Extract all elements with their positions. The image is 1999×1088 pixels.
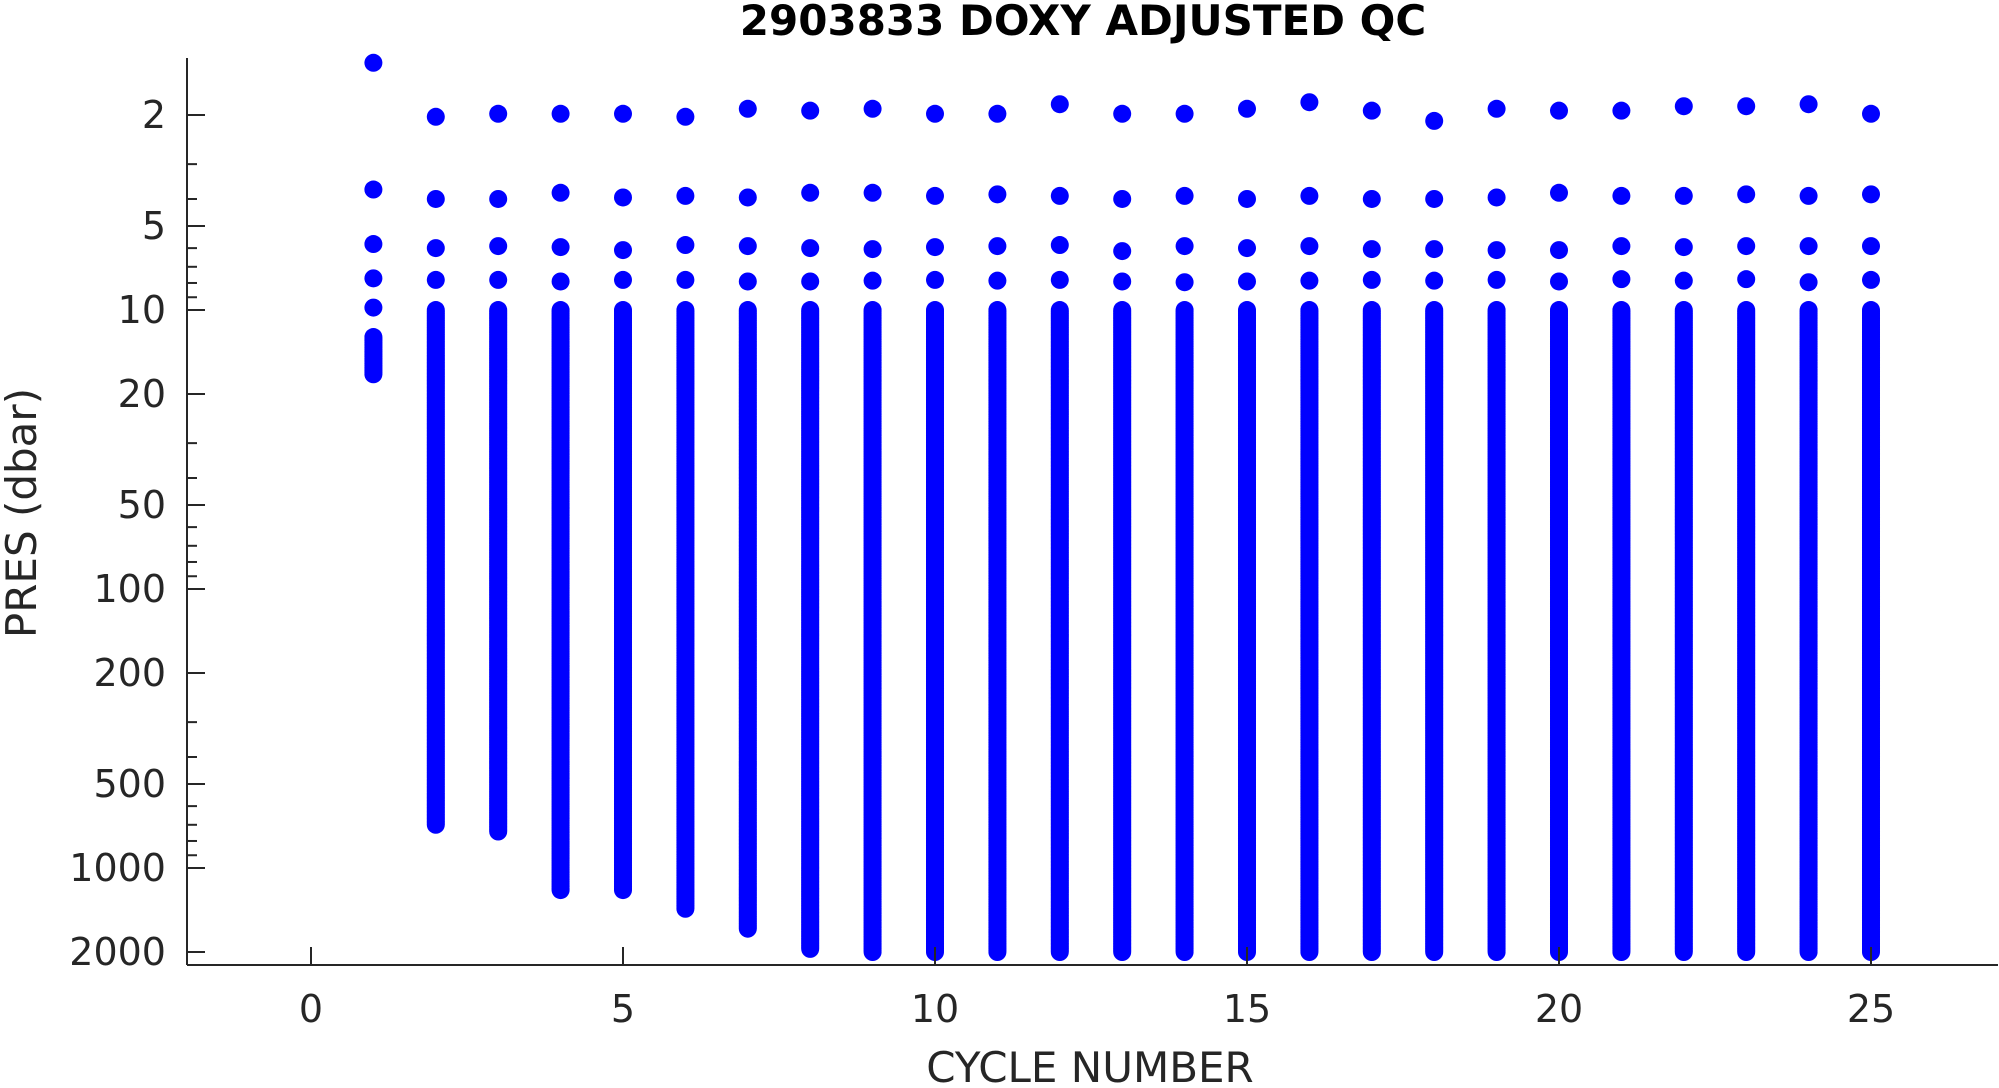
- data-point: [1238, 272, 1256, 291]
- data-point: [551, 272, 570, 291]
- data-point: [551, 183, 570, 202]
- data-point: [926, 238, 944, 257]
- data-point: [551, 238, 570, 257]
- data-point: [364, 53, 383, 72]
- data-point: [1050, 95, 1069, 114]
- chart-title: 2903833 DOXY ADJUSTED QC: [740, 0, 1426, 45]
- data-points: [364, 53, 1880, 961]
- data-point: [988, 237, 1007, 256]
- data-point: [364, 180, 383, 199]
- data-point: [988, 271, 1007, 290]
- data-point: [1238, 189, 1256, 208]
- data-point: [738, 237, 757, 256]
- data-point: [801, 272, 820, 291]
- profile-cycle-11: [988, 104, 1007, 961]
- data-point: [801, 239, 820, 258]
- profile-cycle-8: [801, 101, 820, 958]
- data-point: [426, 270, 445, 289]
- data-point: [489, 104, 508, 123]
- profile-cycle-7: [738, 99, 757, 938]
- data-point: [1113, 104, 1132, 123]
- data-point: [988, 943, 1007, 961]
- profile-cycle-9: [863, 99, 882, 961]
- data-point: [676, 270, 695, 289]
- data-point: [863, 183, 882, 202]
- data-point: [1050, 943, 1069, 961]
- data-point: [1050, 236, 1069, 255]
- data-point: [614, 104, 632, 123]
- data-point: [863, 271, 882, 290]
- profile-cycle-6: [676, 107, 695, 918]
- profile-cycle-3: [489, 104, 508, 841]
- data-point: [863, 240, 882, 259]
- profile-cycle-14: [1175, 104, 1194, 961]
- data-point: [1113, 272, 1132, 291]
- data-point: [426, 815, 445, 834]
- data-point: [489, 822, 508, 841]
- data-point: [863, 943, 882, 961]
- data-point: [1238, 99, 1256, 118]
- data-point: [738, 272, 757, 291]
- profile-cycle-2: [426, 107, 445, 834]
- data-point: [551, 104, 570, 123]
- data-point: [489, 189, 508, 208]
- profile-cycle-5: [614, 104, 632, 900]
- profile-cycle-13: [1113, 104, 1132, 961]
- data-point: [614, 881, 632, 900]
- data-point: [926, 270, 944, 289]
- profile-cycle-10: [926, 104, 944, 961]
- data-point: [676, 899, 695, 918]
- data-point: [801, 183, 820, 202]
- data-point: [614, 270, 632, 289]
- data-point: [614, 241, 632, 260]
- data-point: [988, 104, 1007, 123]
- data-point: [1113, 943, 1132, 961]
- data-point: [926, 186, 944, 205]
- data-point: [1175, 273, 1194, 292]
- data-point: [551, 881, 570, 900]
- profile-cycle-15: [1238, 99, 1256, 961]
- profile-cycle-12: [1050, 95, 1069, 961]
- data-point: [1175, 943, 1194, 961]
- data-point: [1113, 189, 1132, 208]
- data-point: [489, 237, 508, 256]
- data-point: [364, 269, 383, 288]
- data-point: [676, 107, 695, 126]
- data-point: [676, 236, 695, 255]
- data-point: [801, 101, 820, 120]
- data-point: [489, 270, 508, 289]
- data-point: [738, 188, 757, 207]
- data-point: [426, 107, 445, 126]
- data-point: [1113, 242, 1132, 261]
- data-point: [364, 365, 383, 384]
- data-point: [738, 99, 757, 118]
- data-point: [1238, 239, 1256, 258]
- data-point: [988, 185, 1007, 204]
- data-point: [1050, 270, 1069, 289]
- data-point: [863, 99, 882, 118]
- profile-cycle-4: [551, 104, 570, 900]
- data-point: [1175, 237, 1194, 256]
- data-point: [676, 186, 695, 205]
- data-point: [801, 939, 820, 958]
- data-point: [1175, 186, 1194, 205]
- data-point: [926, 104, 944, 123]
- data-point: [426, 189, 445, 208]
- data-point: [614, 188, 632, 207]
- data-point: [364, 298, 383, 317]
- data-point: [1050, 186, 1069, 205]
- data-point: [364, 235, 383, 254]
- data-point: [738, 919, 757, 938]
- data-point: [1175, 104, 1194, 123]
- data-point: [426, 239, 445, 258]
- profile-cycle-1: [364, 53, 383, 384]
